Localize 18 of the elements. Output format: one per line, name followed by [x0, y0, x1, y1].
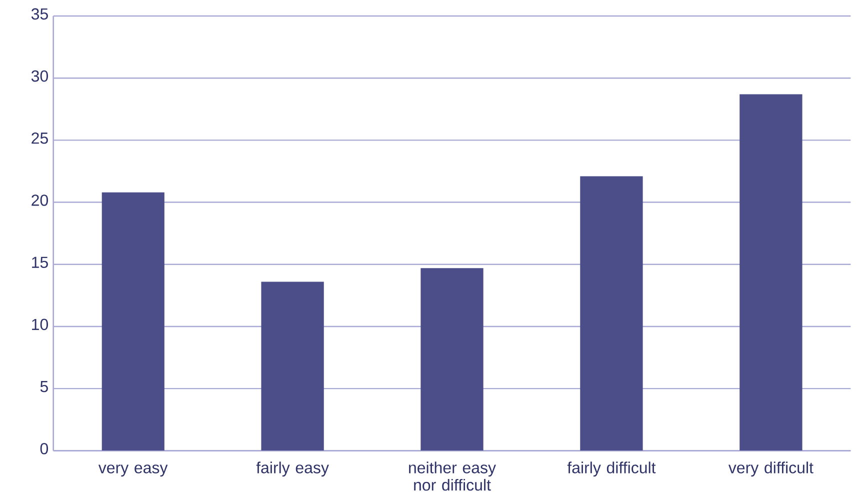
y-tick-label: 0: [40, 442, 48, 454]
y-tick-label: 5: [40, 381, 48, 392]
y-tick-label: 25: [32, 132, 48, 144]
y-tick-label: 15: [32, 256, 48, 268]
y-tick-label: 35: [31, 8, 48, 20]
x-tick-label: very easy: [98, 464, 168, 477]
x-tick-label: very difficult: [728, 462, 814, 477]
x-tick-label: fairly difficult: [567, 462, 656, 477]
bar: [261, 282, 324, 451]
bar: [102, 192, 164, 451]
y-tick-label: 30: [31, 70, 48, 82]
bar: [420, 268, 484, 451]
x-tick-label: neither easy nor difficult: [409, 462, 496, 491]
bar: [580, 176, 643, 451]
bar: [740, 94, 802, 451]
y-tick-label: 10: [32, 318, 48, 330]
y-tick-label: 20: [32, 194, 48, 206]
x-tick-label: fairly easy: [256, 462, 329, 477]
